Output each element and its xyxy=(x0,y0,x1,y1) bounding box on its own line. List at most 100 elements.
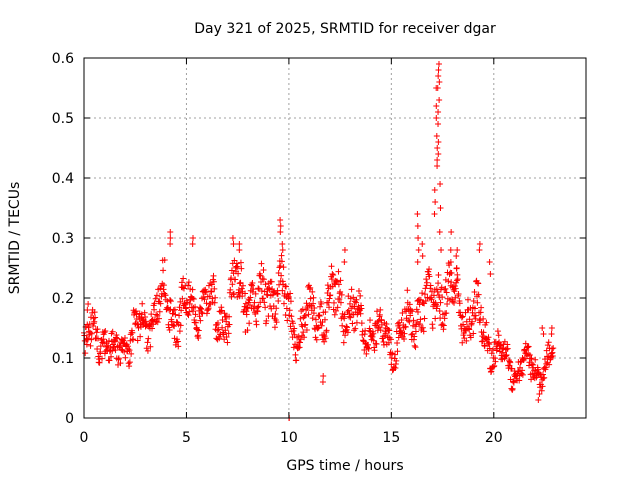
data-point xyxy=(235,270,242,277)
data-point xyxy=(147,343,154,350)
data-point xyxy=(377,306,384,313)
data-point xyxy=(335,281,342,288)
data-point xyxy=(94,326,101,333)
data-point xyxy=(189,235,196,241)
data-point xyxy=(419,324,426,331)
data-point xyxy=(448,279,455,286)
data-point xyxy=(307,284,314,291)
data-point xyxy=(486,259,493,265)
data-point xyxy=(122,354,129,361)
data-point xyxy=(363,350,370,357)
data-point xyxy=(101,329,108,336)
data-point xyxy=(434,85,441,91)
data-point xyxy=(377,327,384,334)
data-point xyxy=(340,339,347,346)
data-point xyxy=(494,328,501,335)
data-point xyxy=(414,223,421,229)
data-point xyxy=(126,359,133,366)
data-point xyxy=(321,316,328,323)
data-point xyxy=(476,241,483,247)
data-point xyxy=(203,288,210,295)
data-point xyxy=(186,308,193,315)
data-point xyxy=(167,229,174,235)
data-point xyxy=(252,290,259,297)
data-point xyxy=(327,292,334,299)
data-point xyxy=(99,355,106,362)
data-point xyxy=(489,346,496,353)
data-point xyxy=(180,275,187,282)
data-point xyxy=(82,350,89,357)
data-point xyxy=(232,276,239,283)
data-point xyxy=(270,288,277,295)
data-point xyxy=(322,309,329,316)
data-point xyxy=(177,322,184,329)
data-point xyxy=(121,348,128,355)
data-point xyxy=(459,313,466,320)
data-point xyxy=(435,121,442,127)
data-point xyxy=(195,327,202,334)
data-point xyxy=(85,301,92,307)
data-point xyxy=(337,277,344,284)
data-point xyxy=(85,335,92,342)
y-tick-label: 0 xyxy=(65,411,74,427)
data-point xyxy=(93,329,100,336)
data-point xyxy=(215,319,222,326)
data-point xyxy=(109,328,116,335)
data-point xyxy=(201,296,208,303)
data-point xyxy=(178,279,185,286)
data-point xyxy=(322,335,329,342)
data-point xyxy=(226,321,233,328)
data-point xyxy=(438,247,445,253)
data-point xyxy=(203,300,210,307)
data-point xyxy=(254,308,261,315)
data-point xyxy=(435,61,442,67)
data-point xyxy=(410,317,417,324)
data-point xyxy=(357,310,364,317)
data-point xyxy=(161,256,168,263)
data-point xyxy=(310,294,317,301)
data-point xyxy=(205,282,212,289)
data-point xyxy=(392,351,399,358)
data-point xyxy=(427,282,434,289)
data-point xyxy=(189,286,196,293)
data-point xyxy=(406,301,413,308)
data-point xyxy=(211,285,218,292)
data-point xyxy=(434,157,441,163)
data-point xyxy=(311,304,318,311)
data-point xyxy=(339,322,346,329)
data-point xyxy=(341,247,348,253)
data-point xyxy=(310,310,317,317)
data-point xyxy=(367,317,374,324)
data-point xyxy=(260,295,267,302)
data-point xyxy=(255,303,262,310)
data-point xyxy=(113,331,120,338)
data-point xyxy=(235,286,242,293)
y-tick-label: 0.2 xyxy=(52,291,74,307)
data-point xyxy=(284,317,291,324)
data-point xyxy=(180,285,187,292)
data-point xyxy=(448,270,455,277)
axis-ticks: 0 0.1 0.2 0.3 0.4 0.5 0.6 0 5 10 15 20 xyxy=(52,51,586,446)
data-point xyxy=(236,247,243,253)
data-point xyxy=(479,338,486,345)
data-point xyxy=(435,139,442,145)
data-point xyxy=(491,362,498,369)
data-point xyxy=(287,290,294,297)
data-point xyxy=(451,299,458,306)
data-point xyxy=(504,345,511,352)
data-point xyxy=(92,314,99,321)
data-point xyxy=(436,229,443,235)
data-point xyxy=(282,283,289,290)
data-point xyxy=(436,79,443,85)
data-point xyxy=(216,335,223,342)
data-point xyxy=(151,306,158,313)
data-point xyxy=(258,279,265,286)
data-point xyxy=(314,324,321,331)
data-point xyxy=(419,241,426,247)
data-point xyxy=(129,329,136,336)
data-point xyxy=(134,337,141,344)
data-point xyxy=(172,311,179,318)
data-point xyxy=(255,285,262,292)
data-point xyxy=(278,252,285,259)
data-point xyxy=(546,361,553,368)
